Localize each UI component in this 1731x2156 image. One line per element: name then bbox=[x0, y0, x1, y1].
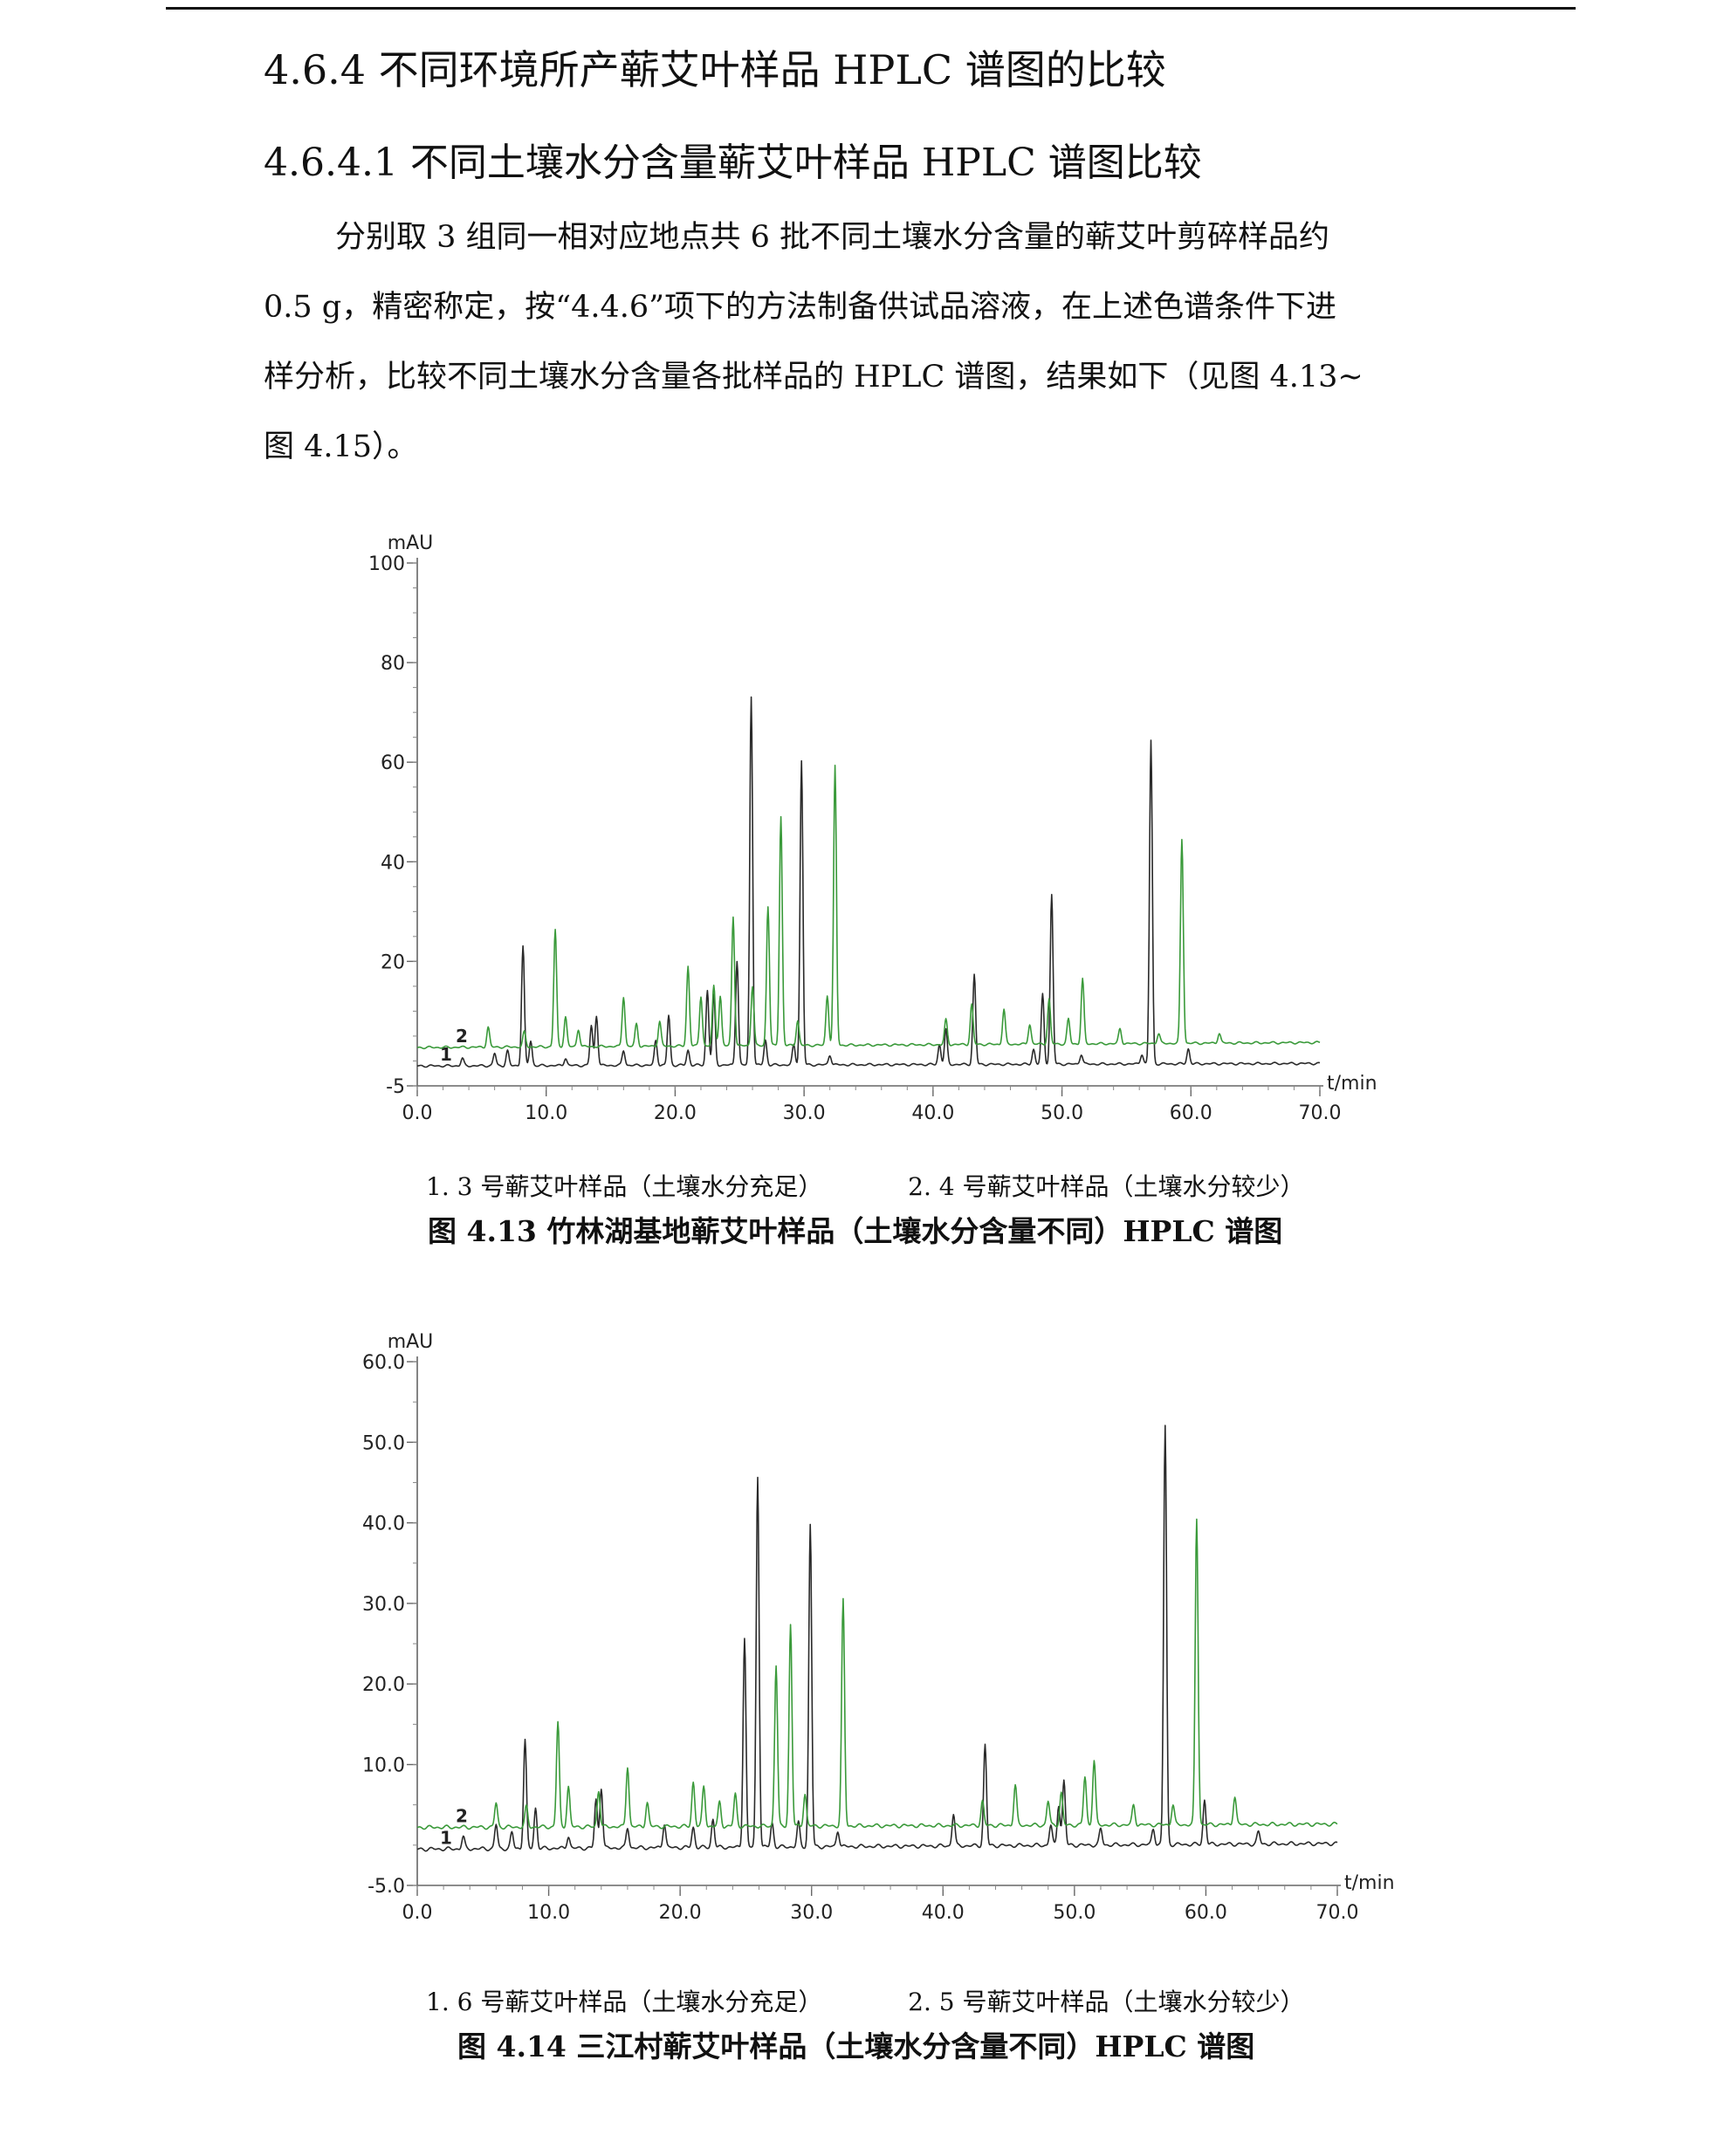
paragraph-line: 图 4.15）。 bbox=[264, 429, 418, 464]
y-axis-label: mAU bbox=[388, 532, 434, 554]
series-1-label: 1 bbox=[440, 1044, 452, 1065]
x-tick-label: 60.0 bbox=[1170, 1102, 1212, 1124]
x-tick-label: 30.0 bbox=[790, 1902, 833, 1924]
legend-item-1: 1. 3 号蕲艾叶样品（土壤水分充足） bbox=[426, 1172, 823, 1201]
x-tick-label: 30.0 bbox=[783, 1102, 826, 1124]
y-tick-label: 100 bbox=[368, 553, 405, 575]
header-rule bbox=[166, 7, 1576, 10]
y-tick-label: 50.0 bbox=[362, 1432, 405, 1454]
x-tick-label: 20.0 bbox=[654, 1102, 697, 1124]
series-2-trace bbox=[416, 1518, 1338, 1830]
x-axis-label: t/min bbox=[1327, 1073, 1377, 1095]
legend-item-2: 2. 4 号蕲艾叶样品（土壤水分较少） bbox=[908, 1172, 1305, 1201]
body-paragraph: 分别取 3 组同一相对应地点共 6 批不同土壤水分含量的蕲艾叶剪碎样品约 0.5… bbox=[264, 203, 1486, 482]
x-axis-label: t/min bbox=[1344, 1872, 1395, 1894]
y-axis-label: mAU bbox=[388, 1331, 434, 1353]
x-tick-label: 50.0 bbox=[1053, 1902, 1096, 1924]
x-tick-label: 0.0 bbox=[402, 1102, 433, 1124]
paragraph-line: 0.5 g，精密称定，按“4.4.6”项下的方法制备供试品溶液，在上述色谱条件下… bbox=[264, 290, 1337, 325]
series-2-label: 2 bbox=[456, 1026, 468, 1047]
y-tick-label: 10.0 bbox=[362, 1755, 405, 1777]
series-1-label: 1 bbox=[440, 1827, 452, 1848]
x-tick-label: 70.0 bbox=[1299, 1102, 1342, 1124]
x-tick-label: 20.0 bbox=[659, 1902, 702, 1924]
y-tick-label: -5 bbox=[386, 1076, 405, 1098]
y-tick-label: -5.0 bbox=[367, 1876, 405, 1898]
y-tick-label: 40 bbox=[381, 852, 405, 874]
x-tick-label: 10.0 bbox=[525, 1102, 567, 1124]
paragraph-line: 分别取 3 组同一相对应地点共 6 批不同土壤水分含量的蕲艾叶剪碎样品约 bbox=[335, 220, 1330, 255]
x-tick-label: 10.0 bbox=[527, 1902, 570, 1924]
hplc-chart-fig-4-14: -5.0 10.0 20.0 30.0 40.0 50.0 60.0 0.0 10.0 20.0 3… bbox=[362, 1331, 1395, 1924]
x-tick-label: 40.0 bbox=[922, 1902, 965, 1924]
legend-item-2: 2. 5 号蕲艾叶样品（土壤水分较少） bbox=[908, 1988, 1305, 2016]
y-tick-label: 80 bbox=[381, 653, 405, 675]
series-2-label: 2 bbox=[456, 1806, 468, 1827]
x-tick-label: 40.0 bbox=[911, 1102, 954, 1124]
y-tick-label: 40.0 bbox=[362, 1514, 405, 1535]
y-tick-label: 20 bbox=[381, 951, 405, 973]
y-tick-label: 30.0 bbox=[362, 1594, 405, 1616]
y-tick-label: 20.0 bbox=[362, 1674, 405, 1696]
figure-legend: 1. 3 号蕲艾叶样品（土壤水分充足） 2. 4 号蕲艾叶样品（土壤水分较少） bbox=[426, 1168, 1305, 1203]
x-tick-label: 0.0 bbox=[402, 1902, 433, 1924]
x-tick-label: 70.0 bbox=[1316, 1902, 1359, 1924]
series-1-trace bbox=[416, 696, 1321, 1068]
paragraph-line: 样分析，比较不同土壤水分含量各批样品的 HPLC 谱图，结果如下（见图 4.13… bbox=[264, 360, 1364, 395]
x-tick-label: 60.0 bbox=[1185, 1902, 1227, 1924]
section-title: 4.6.4 不同环境所产蕲艾叶样品 HPLC 谱图的比较 bbox=[264, 46, 1166, 93]
y-tick-label: 60 bbox=[381, 752, 405, 774]
subsection-title: 4.6.4.1 不同土壤水分含量蕲艾叶样品 HPLC 谱图比较 bbox=[264, 141, 1202, 185]
figure-caption: 图 4.14 三江村蕲艾叶样品（土壤水分含量不同）HPLC 谱图 bbox=[457, 2029, 1255, 2063]
series-2-trace bbox=[416, 764, 1321, 1050]
hplc-chart-fig-4-13: -5 20 40 60 80 100 0.0 10.0 20.0 30.0 40.0 50.0 60.0… bbox=[368, 532, 1377, 1124]
y-tick-label: 60.0 bbox=[362, 1352, 405, 1374]
series-1-trace bbox=[416, 1425, 1338, 1852]
figure-legend: 1. 6 号蕲艾叶样品（土壤水分充足） 2. 5 号蕲艾叶样品（土壤水分较少） bbox=[426, 1983, 1305, 2018]
figure-caption: 图 4.13 竹林湖基地蕲艾叶样品（土壤水分含量不同）HPLC 谱图 bbox=[428, 1214, 1283, 1248]
x-tick-label: 50.0 bbox=[1041, 1102, 1083, 1124]
legend-item-1: 1. 6 号蕲艾叶样品（土壤水分充足） bbox=[426, 1988, 823, 2016]
